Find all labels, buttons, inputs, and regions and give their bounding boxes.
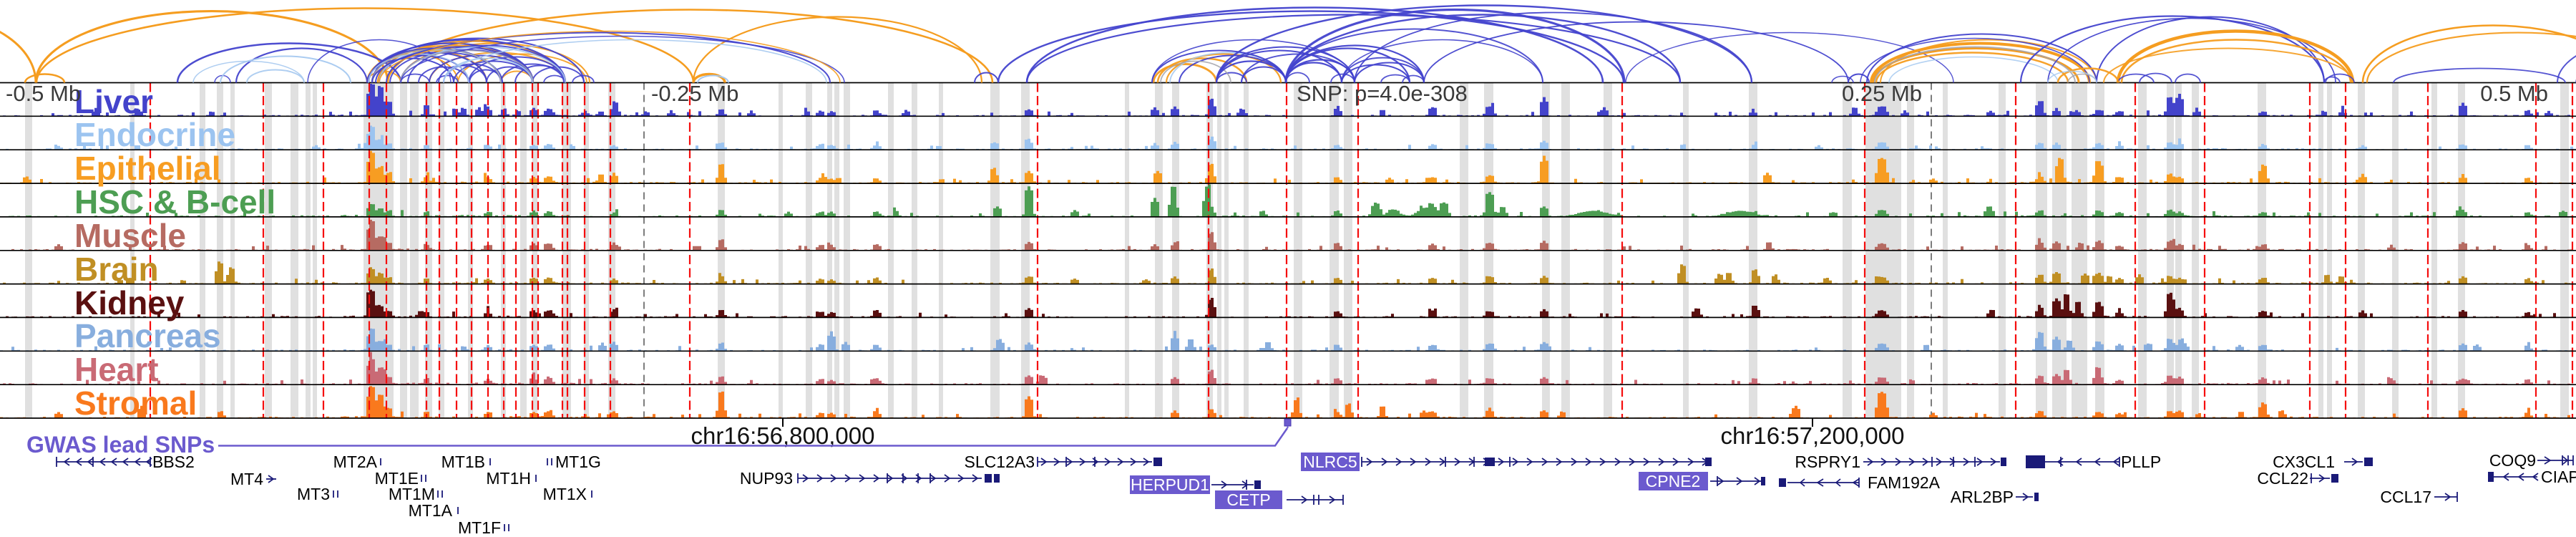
svg-text:0.25 Mb: 0.25 Mb <box>1842 81 1922 106</box>
svg-text:Stromal: Stromal <box>74 384 197 422</box>
svg-text:Liver: Liver <box>74 83 153 120</box>
svg-text:CCL22: CCL22 <box>2257 469 2308 488</box>
svg-text:Brain: Brain <box>74 251 159 288</box>
svg-text:MT1A: MT1A <box>409 501 453 520</box>
svg-text:COQ9: COQ9 <box>2489 451 2536 470</box>
svg-text:CX3CL1: CX3CL1 <box>2273 453 2335 471</box>
svg-text:CPNE2: CPNE2 <box>1646 472 1701 490</box>
svg-text:0.5 Mb: 0.5 Mb <box>2480 81 2548 106</box>
svg-text:NLRC5: NLRC5 <box>1303 453 1357 471</box>
svg-text:Kidney: Kidney <box>74 284 185 321</box>
svg-text:PLLP: PLLP <box>2121 453 2161 471</box>
svg-text:chr16:56,800,000: chr16:56,800,000 <box>691 422 875 449</box>
svg-text:RSPRY1: RSPRY1 <box>1795 453 1860 471</box>
svg-text:CIAP: CIAP <box>2541 468 2576 486</box>
svg-text:MT1B: MT1B <box>441 453 485 471</box>
svg-text:ARL2BP: ARL2BP <box>1951 488 2014 506</box>
svg-text:NUP93: NUP93 <box>740 469 793 488</box>
svg-text:HERPUD1: HERPUD1 <box>1131 475 1209 494</box>
svg-text:CCL17: CCL17 <box>2380 488 2431 506</box>
svg-text:-0.5 Mb: -0.5 Mb <box>6 81 81 106</box>
svg-text:MT3: MT3 <box>297 485 330 503</box>
svg-text:MT1G: MT1G <box>555 453 601 471</box>
svg-text:chr16:57,200,000: chr16:57,200,000 <box>1721 422 1905 449</box>
svg-text:Pancreas: Pancreas <box>74 317 221 354</box>
svg-text:CETP: CETP <box>1226 490 1270 509</box>
svg-text:GWAS lead SNPs: GWAS lead SNPs <box>26 432 215 458</box>
svg-text:BBS2: BBS2 <box>152 453 195 471</box>
svg-text:MT1F: MT1F <box>458 518 501 537</box>
svg-text:Muscle: Muscle <box>74 217 186 254</box>
svg-text:MT1E: MT1E <box>375 469 419 488</box>
svg-text:Heart: Heart <box>74 351 159 388</box>
svg-text:Endocrine: Endocrine <box>74 116 235 153</box>
svg-text:SLC12A3: SLC12A3 <box>965 453 1035 471</box>
svg-text:Epithelial: Epithelial <box>74 150 220 187</box>
svg-text:MT1H: MT1H <box>486 469 531 488</box>
svg-text:MT1X: MT1X <box>543 485 587 503</box>
svg-text:SNP: p=4.0e-308: SNP: p=4.0e-308 <box>1297 81 1468 106</box>
svg-text:MT1M: MT1M <box>389 485 435 503</box>
svg-text:MT2A: MT2A <box>333 453 378 471</box>
svg-text:MT4: MT4 <box>230 470 263 488</box>
svg-text:HSC & B-cell: HSC & B-cell <box>74 183 275 221</box>
svg-text:-0.25 Mb: -0.25 Mb <box>651 81 738 106</box>
svg-text:FAM192A: FAM192A <box>1868 473 1941 492</box>
